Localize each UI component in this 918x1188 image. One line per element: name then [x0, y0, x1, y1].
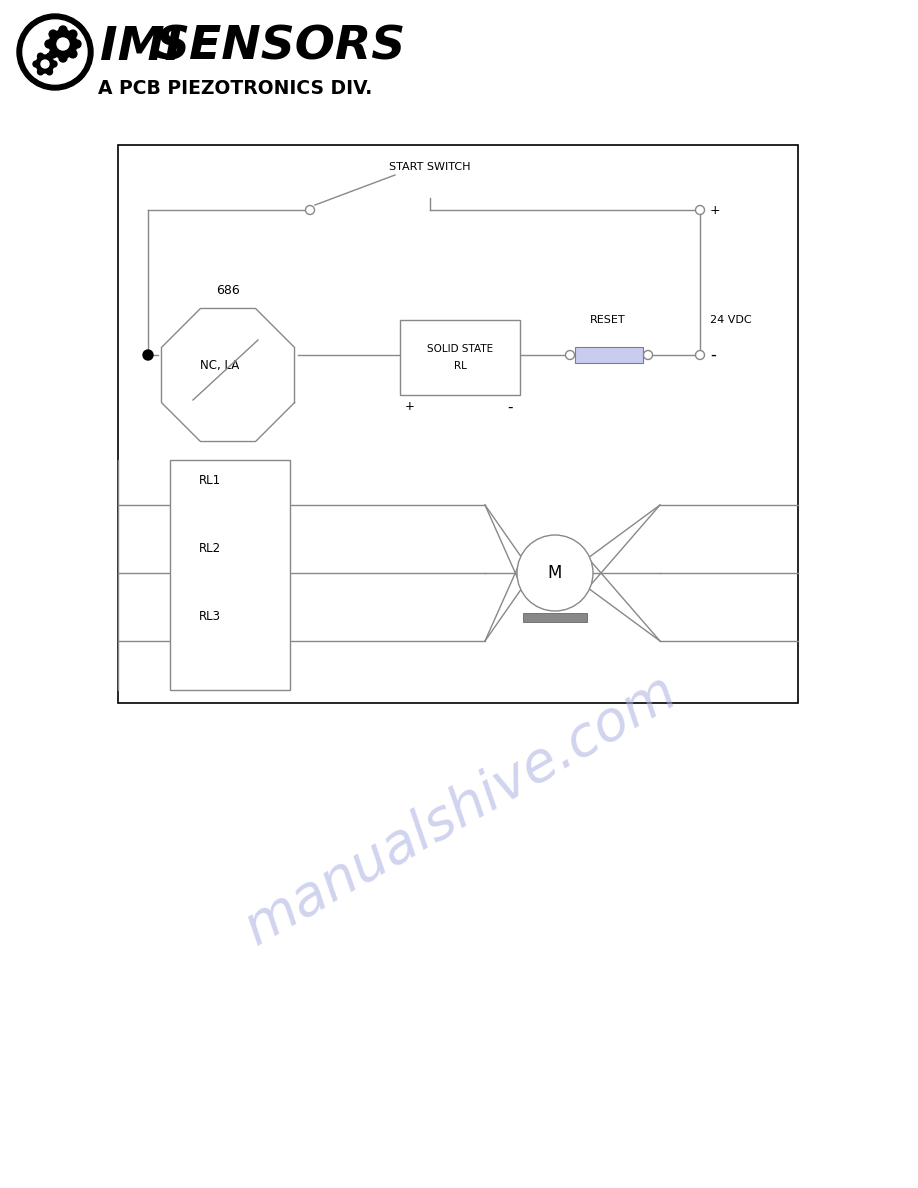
- Circle shape: [36, 55, 54, 72]
- Text: SENSORS: SENSORS: [155, 25, 405, 70]
- Circle shape: [696, 206, 704, 215]
- Circle shape: [143, 350, 153, 360]
- Text: RL: RL: [453, 361, 466, 371]
- Bar: [170, 460, 290, 690]
- Circle shape: [49, 30, 77, 58]
- Text: NC, LA: NC, LA: [200, 359, 240, 372]
- Circle shape: [17, 14, 93, 90]
- Circle shape: [57, 38, 69, 50]
- Circle shape: [49, 50, 57, 58]
- Text: +: +: [710, 203, 721, 216]
- Circle shape: [41, 61, 49, 68]
- Circle shape: [38, 69, 43, 75]
- Circle shape: [49, 30, 57, 38]
- Text: M: M: [548, 564, 562, 582]
- Text: RL3: RL3: [199, 609, 221, 623]
- Bar: [523, 613, 587, 623]
- Text: IMI: IMI: [100, 25, 183, 70]
- Text: manualshive.com: manualshive.com: [234, 664, 686, 955]
- Bar: [400, 320, 520, 394]
- Circle shape: [59, 53, 67, 62]
- Circle shape: [696, 350, 704, 360]
- Text: START SWITCH: START SWITCH: [389, 162, 471, 172]
- Text: -: -: [710, 346, 716, 364]
- Circle shape: [565, 350, 575, 360]
- Text: RL2: RL2: [199, 542, 221, 555]
- Text: SOLID STATE: SOLID STATE: [427, 345, 493, 354]
- Text: RESET: RESET: [590, 315, 626, 326]
- Circle shape: [69, 30, 77, 38]
- Circle shape: [23, 20, 87, 84]
- Circle shape: [33, 61, 39, 67]
- Circle shape: [47, 69, 52, 75]
- Circle shape: [644, 350, 653, 360]
- Circle shape: [51, 61, 57, 67]
- Circle shape: [59, 26, 67, 34]
- Text: +: +: [405, 400, 415, 413]
- Text: RL1: RL1: [199, 474, 221, 487]
- Circle shape: [47, 53, 52, 59]
- Circle shape: [69, 50, 77, 58]
- Text: 686: 686: [216, 284, 240, 297]
- Text: A PCB PIEZOTRONICS DIV.: A PCB PIEZOTRONICS DIV.: [98, 78, 373, 97]
- Text: -: -: [508, 399, 513, 415]
- Circle shape: [73, 40, 81, 48]
- Bar: [118, 145, 798, 703]
- Circle shape: [517, 535, 593, 611]
- Bar: [575, 347, 643, 364]
- Text: 24 VDC: 24 VDC: [710, 315, 752, 326]
- Circle shape: [45, 40, 53, 48]
- Circle shape: [306, 206, 315, 215]
- Circle shape: [38, 53, 43, 59]
